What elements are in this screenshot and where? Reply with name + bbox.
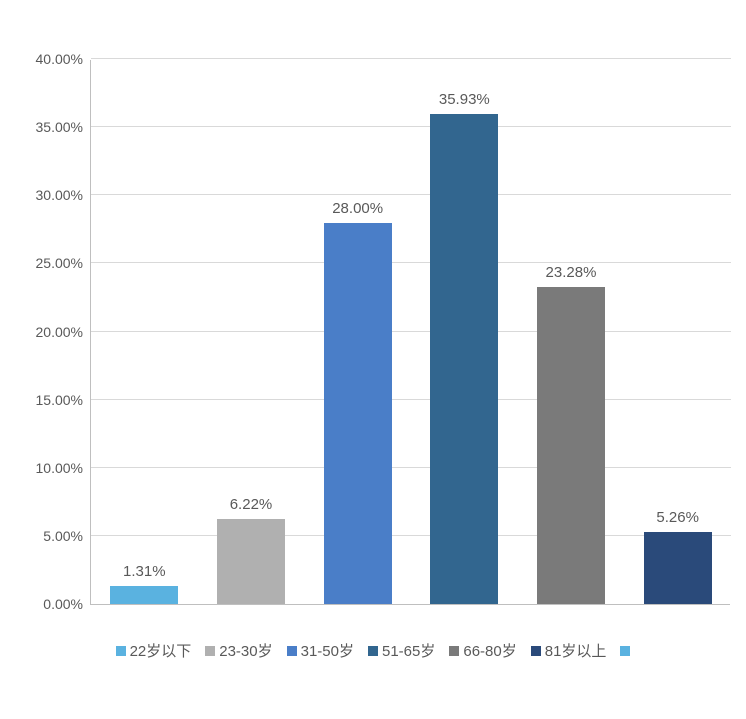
bar-value-label: 28.00%	[332, 200, 383, 223]
y-tick-label: 25.00%	[36, 255, 91, 271]
legend-label: 66-80岁	[463, 640, 516, 661]
bar-chart: 0.00% 5.00% 10.00% 15.00% 20.00% 25.00% 30.00%…	[0, 0, 746, 719]
legend-item: 31-50岁	[287, 640, 354, 661]
legend-label: 22岁以下	[130, 640, 192, 661]
legend-swatch	[531, 646, 541, 656]
y-tick-label: 30.00%	[36, 187, 91, 203]
y-tick-label: 0.00%	[43, 596, 91, 612]
bar-value-label: 23.28%	[546, 264, 597, 287]
legend-label: 31-50岁	[301, 640, 354, 661]
legend-swatch	[368, 646, 378, 656]
legend-item: 51-65岁	[368, 640, 435, 661]
bar: 23.28%	[537, 287, 605, 604]
legend-item-extra	[620, 646, 630, 656]
bar: 35.93%	[430, 114, 498, 604]
legend-item: 23-30岁	[205, 640, 272, 661]
legend: 22岁以下 23-30岁 31-50岁 51-65岁 66-80岁 81岁以上	[0, 640, 746, 661]
y-tick-label: 10.00%	[36, 460, 91, 476]
bar: 1.31%	[110, 586, 178, 604]
bar-value-label: 35.93%	[439, 91, 490, 114]
gridline	[91, 58, 731, 59]
gridline	[91, 262, 731, 263]
gridline	[91, 331, 731, 332]
y-tick-label: 35.00%	[36, 119, 91, 135]
bar: 5.26%	[644, 532, 712, 604]
y-tick-label: 20.00%	[36, 324, 91, 340]
gridline	[91, 126, 731, 127]
y-tick-label: 15.00%	[36, 392, 91, 408]
legend-item: 81岁以上	[531, 640, 607, 661]
gridline	[91, 399, 731, 400]
legend-label: 23-30岁	[219, 640, 272, 661]
gridline	[91, 467, 731, 468]
y-tick-label: 5.00%	[43, 528, 91, 544]
bar-value-label: 5.26%	[656, 509, 699, 532]
legend-swatch	[205, 646, 215, 656]
bar: 28.00%	[324, 223, 392, 605]
legend-swatch	[449, 646, 459, 656]
legend-label: 51-65岁	[382, 640, 435, 661]
legend-item: 22岁以下	[116, 640, 192, 661]
legend-item: 66-80岁	[449, 640, 516, 661]
legend-label: 81岁以上	[545, 640, 607, 661]
legend-swatch	[620, 646, 630, 656]
y-tick-label: 40.00%	[36, 51, 91, 67]
gridline	[91, 194, 731, 195]
gridline	[91, 535, 731, 536]
bar-value-label: 6.22%	[230, 496, 273, 519]
bar-value-label: 1.31%	[123, 563, 166, 586]
plot-area: 0.00%5.00%10.00%15.00%20.00%25.00%30.00%…	[90, 60, 730, 605]
legend-swatch	[287, 646, 297, 656]
bar: 6.22%	[217, 519, 285, 604]
legend-swatch	[116, 646, 126, 656]
